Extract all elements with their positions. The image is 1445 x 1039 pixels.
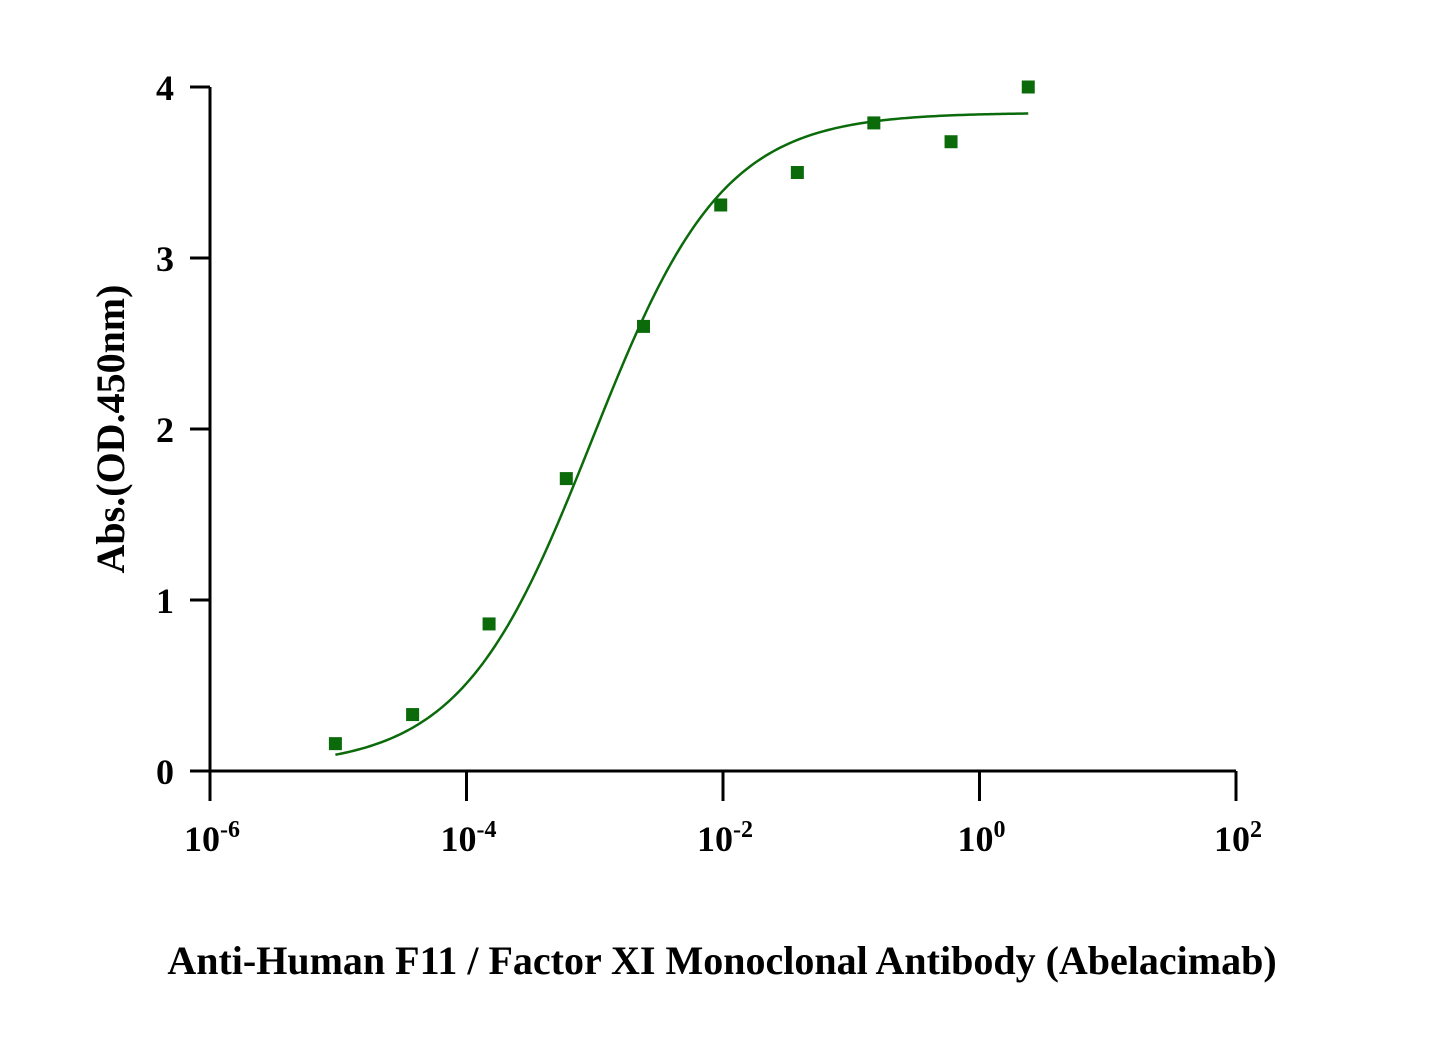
x-tick-base: 10 xyxy=(441,819,477,859)
data-point xyxy=(867,116,881,130)
x-tick-label: 10-4 xyxy=(441,817,497,859)
y-tick-label: 2 xyxy=(156,410,174,450)
data-point xyxy=(559,472,573,486)
fit-curve xyxy=(335,112,1029,756)
x-tick-exponent: 2 xyxy=(1250,817,1262,843)
x-tick-label: 10-6 xyxy=(184,817,240,859)
data-point xyxy=(714,198,728,212)
x-tick-base: 10 xyxy=(184,819,220,859)
data-point xyxy=(406,708,420,722)
data-points-layer xyxy=(328,80,1035,751)
x-tick-base: 10 xyxy=(958,819,994,859)
fit-curve-layer xyxy=(335,112,1029,756)
x-tick-label: 100 xyxy=(958,817,1006,859)
x-tick-label: 102 xyxy=(1214,817,1262,859)
data-point xyxy=(637,319,651,333)
y-tick-label: 4 xyxy=(156,68,174,108)
x-tick-exponent: -4 xyxy=(477,817,497,843)
x-tick-base: 10 xyxy=(1214,819,1250,859)
x-axis-title: Anti-Human F11 / Factor XI Monoclonal An… xyxy=(167,938,1276,983)
data-point xyxy=(1021,80,1035,94)
data-point xyxy=(944,135,958,149)
data-point xyxy=(482,617,496,631)
y-tick-label: 1 xyxy=(156,581,174,621)
y-tick-label: 3 xyxy=(156,239,174,279)
x-tick-exponent: -6 xyxy=(220,817,240,843)
data-point xyxy=(328,737,342,751)
y-axis-title: Abs.(OD.450nm) xyxy=(88,285,133,574)
x-tick-exponent: 0 xyxy=(994,817,1006,843)
x-tick-base: 10 xyxy=(697,819,733,859)
x-tick-label: 10-2 xyxy=(697,817,753,859)
data-point xyxy=(790,166,804,179)
x-tick-exponent: -2 xyxy=(733,817,753,843)
y-tick-label: 0 xyxy=(156,752,174,792)
